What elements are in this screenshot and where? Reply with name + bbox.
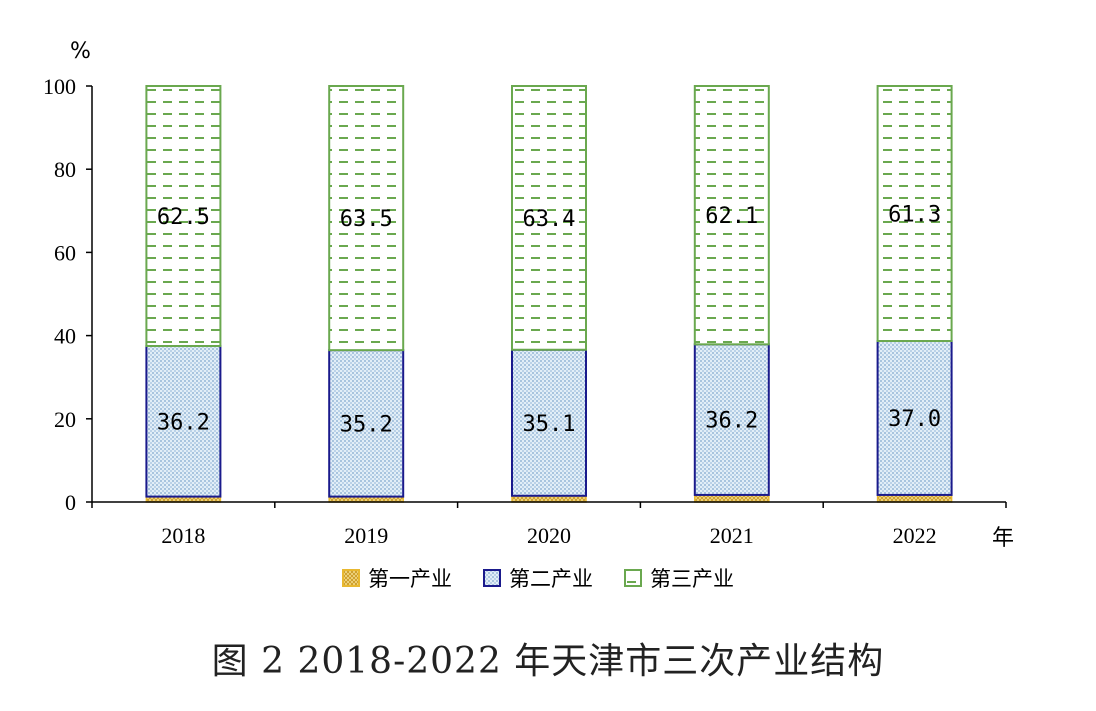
legend-item-primary: 第一产业: [342, 567, 452, 591]
y-tick-label: 0: [65, 490, 76, 515]
legend-swatch-tertiary: [624, 569, 642, 587]
x-tick-label: 2021: [710, 523, 754, 548]
data-label-secondary-2020: 35.1: [523, 412, 576, 437]
data-label-tertiary-2021: 62.1: [705, 204, 758, 229]
y-tick-label: 40: [54, 324, 76, 349]
bar-tertiary-2019: [328, 85, 405, 352]
data-label-secondary-2022: 37.0: [888, 407, 941, 432]
legend-label-primary: 第一产业: [368, 567, 452, 591]
bar-primary-2022: [876, 494, 953, 503]
data-label-tertiary-2020: 63.4: [523, 207, 576, 232]
x-axis-unit-label: 年: [992, 526, 1014, 551]
legend-swatch-primary: [342, 569, 360, 587]
legend-item-tertiary: 第三产业: [624, 567, 734, 591]
x-tick-label: 2018: [161, 523, 205, 548]
bars-group: 36.2 62.5 35.2 63.5 35.1 63.4 36.2 62.1 37.0 61.3: [145, 85, 953, 503]
data-label-secondary-2021: 36.2: [705, 409, 758, 434]
bar-tertiary-2018: [145, 85, 222, 347]
legend-label-secondary: 第二产业: [509, 567, 593, 591]
data-label-secondary-2019: 35.2: [340, 412, 393, 437]
bar-tertiary-2021: [693, 85, 770, 346]
bar-primary-2021: [694, 494, 770, 503]
x-tick-label: 2020: [527, 523, 571, 548]
legend-swatch-secondary: [483, 569, 501, 587]
legend: 第一产业 第二产业 第三产业: [342, 567, 734, 591]
bar-secondary-2020: [511, 348, 587, 497]
y-axis-unit-label: %: [70, 39, 91, 64]
x-axis-ticks: 2018 2019 2020 2021 2022: [91, 502, 1007, 548]
data-label-tertiary-2019: 63.5: [340, 207, 393, 232]
data-label-tertiary-2022: 61.3: [888, 203, 941, 228]
x-tick-label: 2022: [893, 523, 937, 548]
data-label-tertiary-2018: 62.5: [157, 205, 210, 230]
y-tick-label: 80: [54, 157, 76, 182]
chart-caption: 图 2 2018-2022 年天津市三次产业结构: [211, 641, 885, 682]
bar-tertiary-2020: [511, 85, 587, 351]
y-tick-label: 20: [54, 407, 76, 432]
y-axis-ticks: 0 20 40 60 80 100: [43, 74, 92, 515]
bar-tertiary-2022: [876, 85, 953, 343]
y-tick-label: 60: [54, 240, 76, 265]
data-label-secondary-2018: 36.2: [157, 410, 210, 435]
bar-secondary-2018: [145, 345, 222, 498]
legend-label-tertiary: 第三产业: [650, 567, 734, 591]
x-tick-label: 2019: [344, 523, 388, 548]
y-tick-label: 100: [43, 74, 76, 99]
legend-item-secondary: 第二产业: [483, 567, 593, 591]
